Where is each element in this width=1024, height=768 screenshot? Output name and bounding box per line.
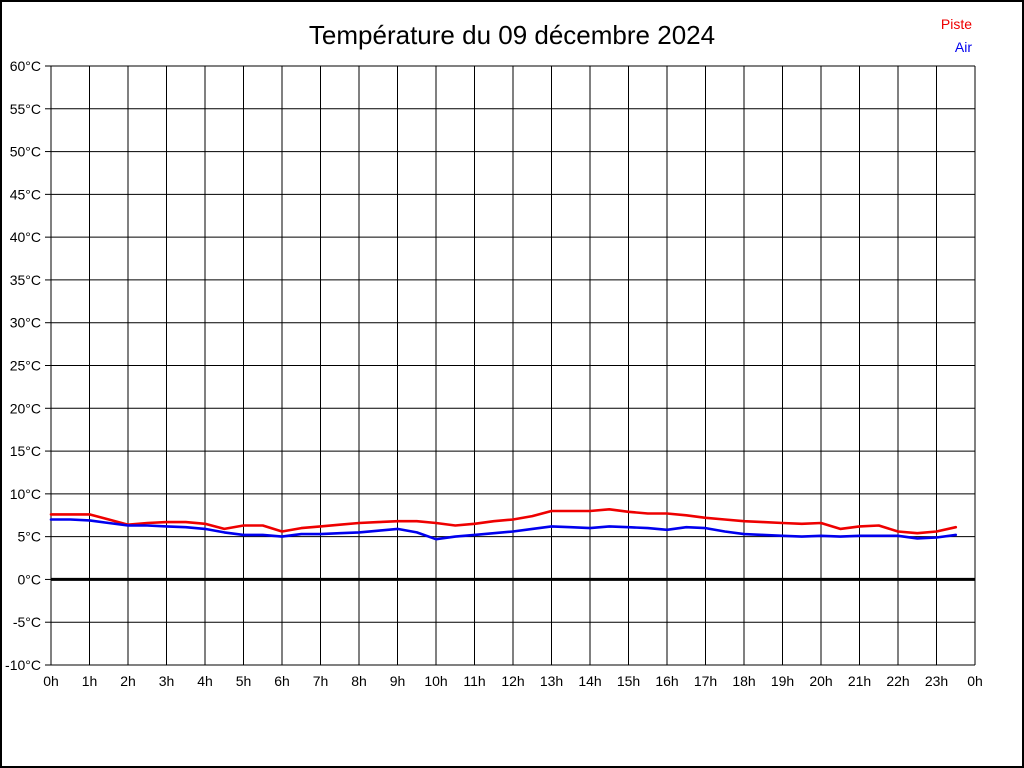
y-tick-label: 5°C [18,529,42,545]
x-tick-label: 13h [540,673,563,689]
x-tick-label: 12h [501,673,524,689]
series-piste-line [49,507,958,535]
x-tick-label: 22h [886,673,909,689]
y-tick-label: 40°C [10,229,41,245]
y-tick-label: -5°C [13,614,41,630]
y-tick-label: 45°C [10,186,41,202]
legend: Piste Air [941,13,972,59]
series-air-line [49,518,958,541]
x-tick-label: 2h [120,673,136,689]
x-tick-label: 0h [43,673,59,689]
y-tick-label: 60°C [10,58,41,74]
x-tick-label: 18h [732,673,755,689]
y-tick-label: 55°C [10,101,41,117]
y-tick-label: 30°C [10,315,41,331]
x-tick-label: 11h [463,673,485,689]
x-tick-label: 0h [967,673,983,689]
x-tick-label: 21h [848,673,871,689]
chart-title: Température du 09 décembre 2024 [308,20,716,50]
x-tick-label: 23h [925,673,948,689]
y-tick-label: 25°C [10,358,41,374]
y-tick-label: 0°C [18,571,42,587]
x-tick-label: 19h [771,673,794,689]
x-tick-label: 3h [159,673,175,689]
x-tick-label: 1h [82,673,98,689]
x-tick-label: 16h [655,673,678,689]
x-tick-label: 20h [809,673,832,689]
y-tick-label: 50°C [10,144,41,160]
x-tick-label: 15h [617,673,640,689]
x-tick-label: 8h [351,673,367,689]
x-tick-label: 10h [424,673,447,689]
x-tick-label: 6h [274,673,290,689]
legend-item-piste: Piste [940,16,972,32]
y-tick-label: 35°C [10,272,41,288]
y-tick-label: 20°C [10,400,41,416]
y-tick-label: 15°C [10,443,41,459]
y-tick-label: 10°C [10,486,41,502]
legend-item-air: Air [954,39,972,55]
x-tick-label: 14h [578,673,601,689]
x-tick-label: 17h [694,673,717,689]
x-tick-label: 4h [197,673,213,689]
y-tick-label: -10°C [5,657,41,673]
x-tick-label: 7h [313,673,329,689]
x-tick-label: 9h [390,673,406,689]
x-tick-label: 5h [236,673,252,689]
